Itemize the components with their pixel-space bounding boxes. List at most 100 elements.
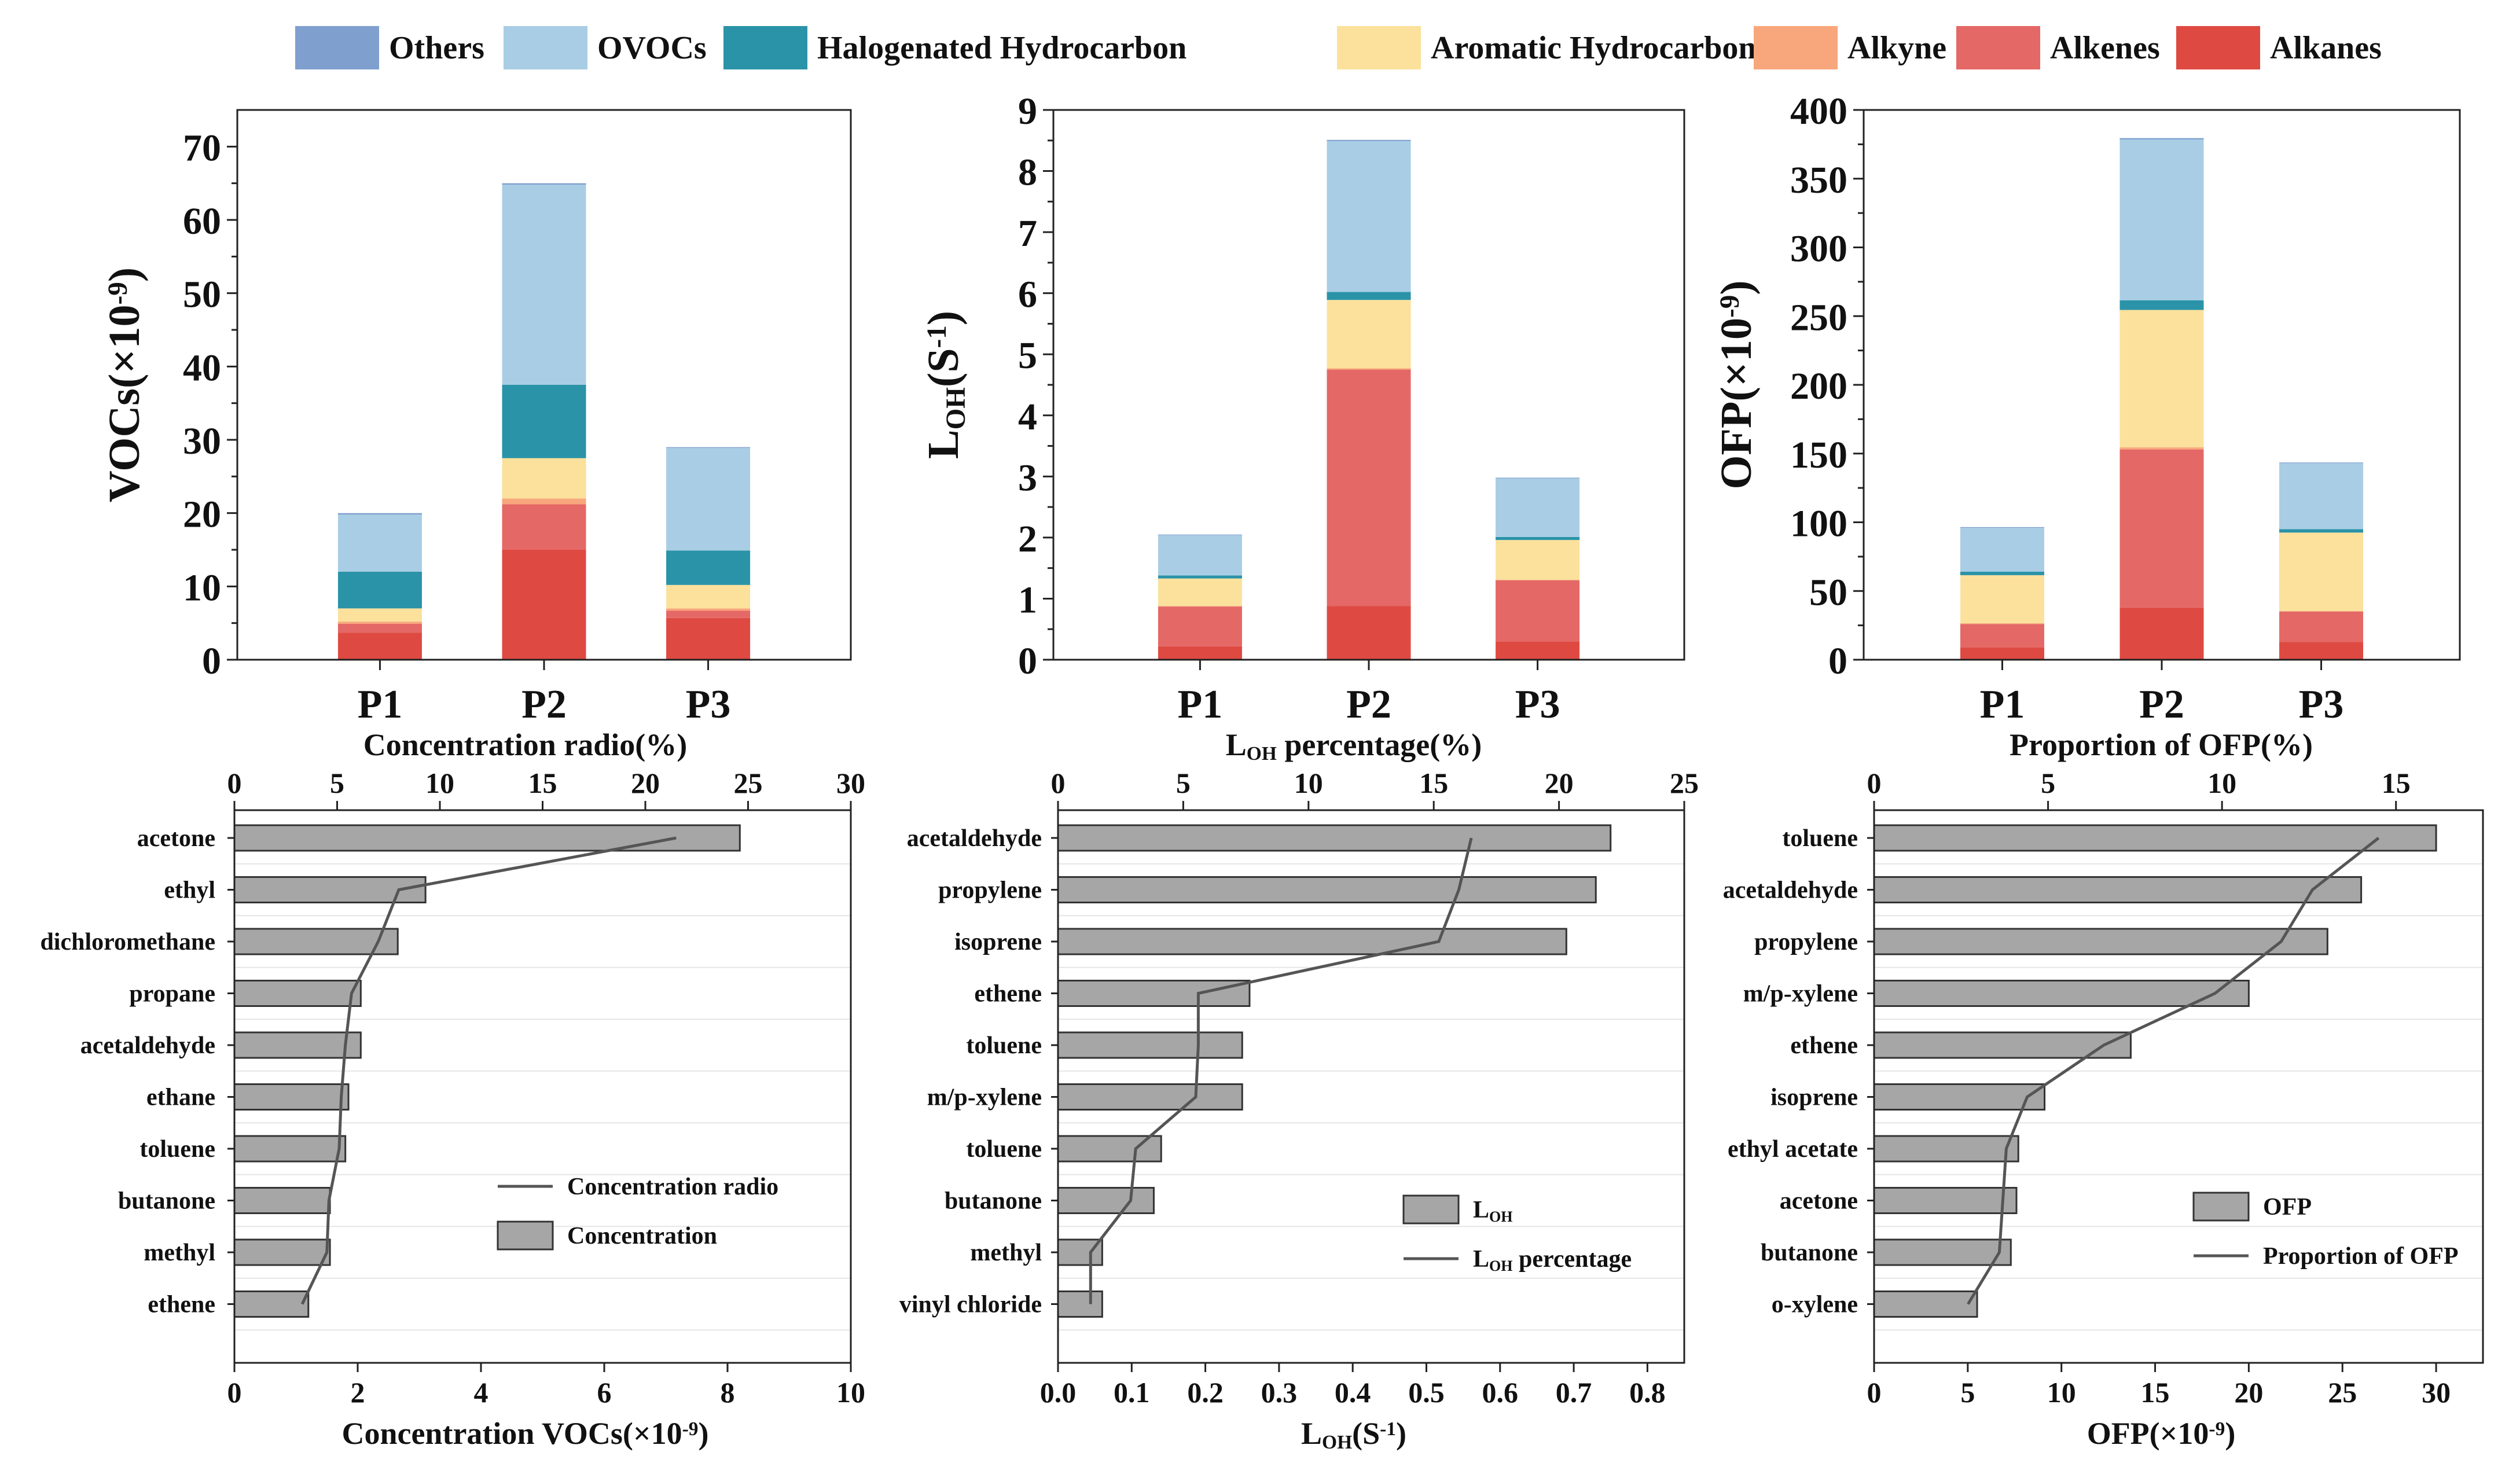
- x-top-tick-label: 5: [1176, 767, 1191, 799]
- y-tick-label: 20: [183, 494, 221, 536]
- x-bottom-tick-label: 0.1: [1114, 1376, 1150, 1409]
- legend-label-alkenes: Alkenes: [2050, 30, 2160, 66]
- y-tick-label: 50: [183, 274, 221, 316]
- legend-label-others: Others: [389, 30, 484, 66]
- bar-toluene-6: [233, 1135, 347, 1163]
- x-bottom-tick-label: 0.8: [1629, 1376, 1666, 1409]
- plot-frame: [1057, 809, 1685, 1364]
- legend-swatch-alkanes: [2176, 26, 2260, 69]
- x-top-tick-label: 25: [734, 767, 763, 799]
- legend-swatch-alkenes: [1956, 26, 2040, 69]
- bar-p2-alkenes: [502, 504, 586, 550]
- category-label-acetone: acetone: [1780, 1188, 1858, 1215]
- bar-p2-alkanes: [1327, 606, 1411, 660]
- x-top-axis-label: Proportion of OFP(%): [2010, 727, 2313, 762]
- bar-butanone-7: [233, 1187, 331, 1214]
- bar-p2-aromatic-hydrocarbons: [1327, 300, 1411, 369]
- x-bottom-tick-label: 2: [351, 1376, 365, 1409]
- x-top-tick-label: 15: [2382, 767, 2411, 799]
- x-tick-label-p2: P2: [521, 682, 567, 727]
- legend-swatch-alkyne: [1754, 26, 1838, 69]
- bar-acetaldehyde-4: [233, 1031, 362, 1059]
- bar-p2-others: [1327, 139, 1411, 141]
- bar-butanone-8: [1873, 1238, 2012, 1266]
- bar-p2-others: [502, 183, 586, 185]
- bar-p2-alkanes: [2119, 607, 2204, 660]
- bar-p1-alkanes: [1960, 647, 2044, 660]
- x-tick-label-p3: P3: [2299, 682, 2344, 727]
- legend-bar-swatch: [2192, 1192, 2250, 1222]
- category-label-ethene: ethene: [148, 1292, 215, 1318]
- x-tick-label-p2: P2: [2139, 682, 2184, 727]
- legend-swatch-others: [295, 26, 379, 69]
- legend-label-halogenated-hydrocarbon: Halogenated Hydrocarbon: [817, 30, 1186, 66]
- bar-ethene-9: [233, 1291, 310, 1318]
- bar-ethene-4: [1873, 1031, 2132, 1059]
- bar-p3-others: [2279, 462, 2364, 464]
- category-label-ethene: ethene: [1790, 1032, 1858, 1059]
- x-bottom-axis-label: Concentration VOCs(×10-9): [341, 1416, 708, 1451]
- category-label-vinyl-chloride: vinyl chloride: [899, 1292, 1042, 1318]
- legend-bar-label: OFP: [2263, 1194, 2312, 1220]
- bar-p1-aromatic-hydrocarbons: [1158, 578, 1242, 606]
- bar-p1-halogenated-hydrocarbon: [1158, 575, 1242, 579]
- x-top-tick-label: 20: [1545, 767, 1574, 799]
- line-concentration-radio: [300, 836, 677, 1305]
- bar-p3-alkyne: [2279, 611, 2364, 612]
- category-label-toluene: toluene: [1782, 825, 1858, 852]
- bar-isoprene-2: [1057, 928, 1567, 955]
- bar-p1-ovocs: [1960, 528, 2044, 572]
- bar-p3-alkenes: [1496, 580, 1580, 642]
- category-label-propane: propane: [129, 981, 215, 1008]
- top-legend: Others OVOCs Halogenated Hydrocarbon Aromat…: [295, 26, 2382, 69]
- bar-p1-aromatic-hydrocarbons: [337, 608, 422, 622]
- bar-ethene-3: [1057, 980, 1251, 1007]
- category-label-butanone: butanone: [945, 1188, 1042, 1215]
- x-top-tick-label: 15: [528, 767, 557, 799]
- x-top-axis-label: LOH percentage(%): [1226, 727, 1482, 764]
- panel-ofp-ranking: toluene acetaldehyde propylene m/p-xylene et…: [1723, 727, 2484, 1451]
- line-loh-percentage: [1089, 837, 1473, 1304]
- y-tick-label: 40: [183, 347, 221, 389]
- bar-p3-aromatic-hydrocarbons: [1496, 540, 1580, 580]
- bar-p1-alkyne: [337, 622, 422, 624]
- bar-p2-alkenes: [1327, 369, 1411, 606]
- bar-acetaldehyde-1: [1873, 876, 2363, 903]
- category-label-toluene: toluene: [966, 1032, 1042, 1059]
- x-bottom-tick-label: 0.4: [1335, 1376, 1371, 1409]
- category-label-ethyl-acetate: ethyl acetate: [1728, 1136, 1858, 1163]
- bar-p1-halogenated-hydrocarbon: [1960, 572, 2044, 575]
- bar-propylene-1: [1057, 876, 1597, 903]
- bar-p3-halogenated-hydrocarbon: [666, 550, 751, 585]
- category-label-dichloromethane: dichloromethane: [40, 929, 215, 955]
- x-tick-label-p1: P1: [358, 682, 403, 727]
- y-tick-label: 1: [1018, 579, 1037, 621]
- y-axis-label: VOCs(×10-9): [100, 267, 149, 502]
- panel-vocs-stacked: 0 10 20 30 40 50 60 70 P1 P2 P3 VOCs(×10-9): [100, 109, 852, 727]
- y-tick-label: 9: [1018, 90, 1037, 133]
- bar-ethyl-1: [233, 876, 427, 903]
- x-bottom-tick-label: 6: [597, 1376, 612, 1409]
- bar-p1-alkanes: [1158, 646, 1242, 660]
- x-bottom-axis-label: LOH(S-1): [1301, 1416, 1406, 1453]
- x-top-tick-label: 0: [1867, 767, 1882, 799]
- x-bottom-tick-label: 5: [1960, 1376, 1975, 1409]
- y-tick-label: 4: [1018, 396, 1037, 438]
- bar-propylene-2: [1873, 928, 2328, 955]
- x-bottom-tick-label: 10: [2047, 1376, 2076, 1409]
- x-top-tick-label: 0: [227, 767, 242, 799]
- y-tick-label: 10: [183, 567, 221, 609]
- category-label-methyl: methyl: [970, 1240, 1042, 1266]
- y-axis-label: LOH(S-1): [919, 311, 971, 459]
- category-label-acetaldehyde: acetaldehyde: [80, 1032, 215, 1059]
- x-bottom-tick-label: 0.7: [1556, 1376, 1592, 1409]
- category-label-acetaldehyde: acetaldehyde: [1723, 877, 1858, 904]
- x-bottom-tick-label: 0.3: [1261, 1376, 1298, 1409]
- y-tick-label: 7: [1018, 212, 1037, 255]
- x-bottom-axis-label: OFP(×10-9): [2087, 1416, 2236, 1451]
- x-top-tick-label: 15: [1419, 767, 1448, 799]
- x-bottom-tick-label: 0.2: [1187, 1376, 1224, 1409]
- x-top-tick-label: 25: [1670, 767, 1699, 799]
- y-tick-label: 350: [1790, 159, 1847, 201]
